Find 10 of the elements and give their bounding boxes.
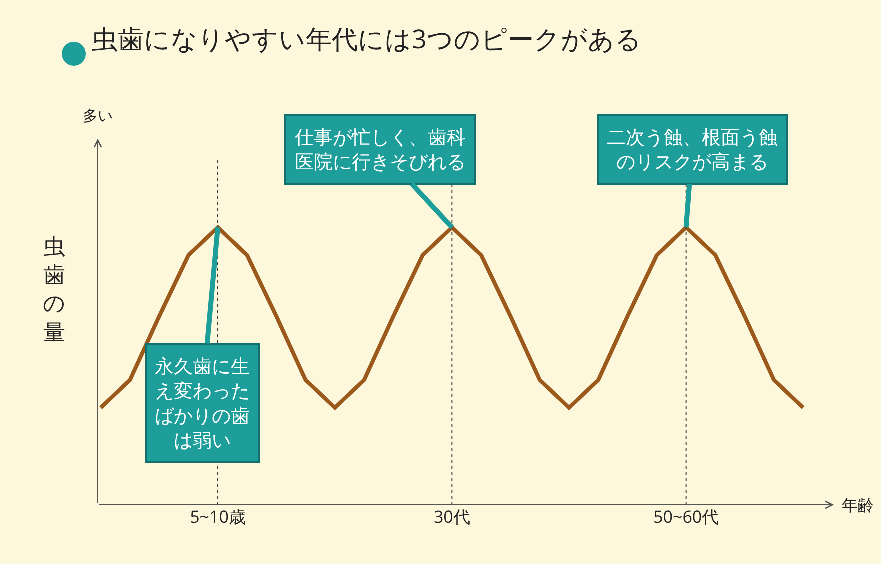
text: 多い (83, 106, 113, 126)
x-tick-label: 50~60代 (654, 505, 720, 528)
x-tick-label: 30代 (434, 505, 470, 528)
annotation: 永久歯に生え変わったばかりの歯は弱い (155, 353, 250, 454)
x-axis-title: 年齢 (842, 494, 874, 516)
y-axis-title: 虫歯の量 (43, 231, 66, 347)
x-tick-label: 5~10歳 (190, 505, 246, 528)
chart-title: 虫歯になりやすい年代には3つのピークがある (92, 20, 642, 57)
annotation: 二次う蝕、根面う蝕のリスクが高まる (607, 124, 778, 175)
annotation: 仕事が忙しく、歯科医院に行きそびれる (294, 124, 466, 175)
